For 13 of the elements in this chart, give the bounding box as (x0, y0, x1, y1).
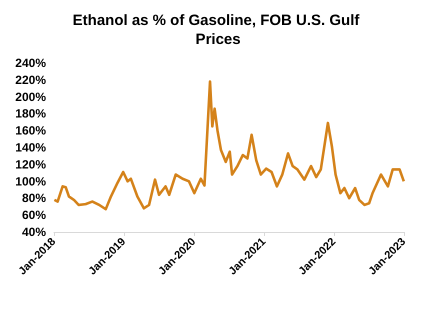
y-tick-label: 40% (22, 225, 46, 239)
y-tick-label: 240% (15, 56, 46, 70)
y-tick-label: 60% (22, 208, 46, 222)
y-tick-label: 80% (22, 191, 46, 206)
y-tick-label: 220% (15, 72, 46, 87)
y-tick-label: 160% (15, 124, 46, 138)
y-tick-label: 180% (15, 106, 46, 121)
y-tick-label: 140% (15, 140, 46, 154)
y-tick-label: 120% (15, 157, 46, 172)
chart-title: Ethanol as % of Gasoline, FOB U.S. Gulf Prices (72, 12, 360, 48)
y-tick-label: 100% (15, 174, 46, 188)
line-series (53, 80, 406, 210)
y-tick-label: 200% (15, 90, 46, 104)
